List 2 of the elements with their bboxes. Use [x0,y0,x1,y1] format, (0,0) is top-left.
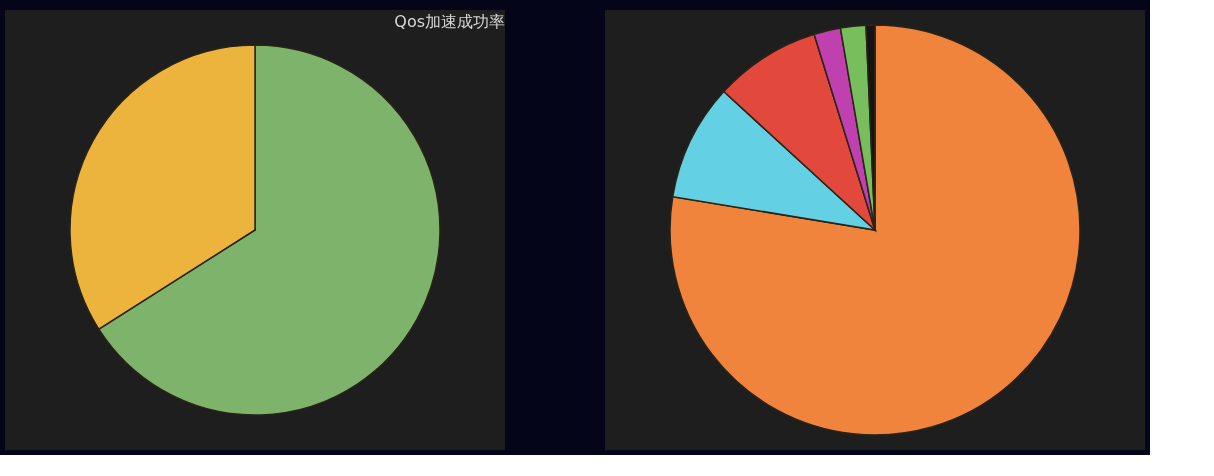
chart-title: Qos加速成功率 [394,12,505,31]
pie-slice [669,24,1081,436]
